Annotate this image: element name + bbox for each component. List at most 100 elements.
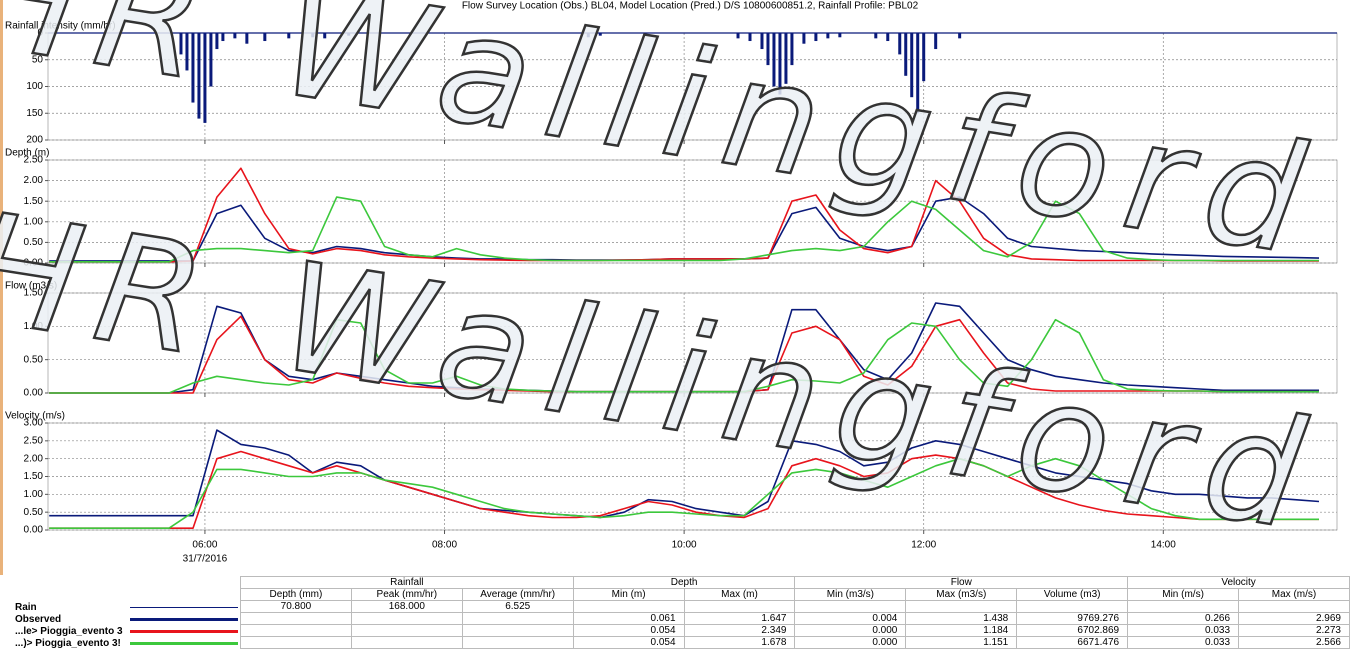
date-label: 31/7/2016 — [183, 554, 228, 565]
y-tick-label: 2.00 — [24, 175, 44, 186]
rain-bar — [934, 33, 938, 50]
rain-bar — [263, 33, 267, 42]
table-cell: 70.800 — [240, 600, 352, 613]
table-cell: 168.000 — [350, 600, 463, 613]
stats-table: Rainfall Depth Flow Velocity Depth (mm) Peak … — [240, 576, 1350, 649]
rain-bar — [245, 33, 249, 44]
series-line — [49, 450, 1319, 529]
legend-swatch — [130, 641, 238, 645]
legend-label: ...)> Pioggia_evento 3! — [15, 637, 121, 649]
legend-swatch — [130, 606, 238, 608]
rain-bar — [598, 33, 602, 36]
y-tick-label: 200 — [26, 135, 43, 146]
y-axis-label: Rainfall intensity (mm/hr) — [5, 21, 116, 32]
table-cell: 0.033 — [1127, 636, 1240, 649]
table-row: 0.061 1.647 0.004 1.438 9769.276 0.266 2.969 — [240, 612, 1350, 625]
table-header-row: Depth (mm) Peak (mm/hr) Average (mm/hr) Min… — [240, 588, 1350, 601]
x-tick-label: 08:00 — [432, 540, 457, 551]
legend-item: Rain — [15, 601, 240, 613]
table-cell: 1.678 — [683, 636, 796, 649]
rain-bar — [287, 33, 291, 39]
table-cell: 1.184 — [905, 624, 1018, 637]
y-tick-label: 0.00 — [24, 258, 44, 269]
table-cell — [683, 600, 796, 613]
table-cell: 6702.869 — [1016, 624, 1129, 637]
series-line — [49, 167, 1319, 263]
y-axis-label: Flow (m3/s) — [5, 281, 57, 292]
legend-item: ...le> Pioggia_evento 3 — [15, 625, 240, 637]
y-tick-label: 100 — [26, 81, 43, 92]
table-cell — [240, 624, 352, 637]
chart-title: Flow Survey Location (Obs.) BL04, Model … — [462, 1, 919, 12]
column-header: Max (m/s) — [1238, 588, 1350, 601]
legend-label: Rain — [15, 601, 37, 613]
series-line — [49, 457, 1319, 529]
table-cell: 2.969 — [1238, 612, 1350, 625]
y-tick-label: 1.00 — [24, 321, 44, 332]
column-header: Average (mm/hr) — [461, 588, 574, 601]
y-tick-label: 3.00 — [24, 418, 44, 429]
y-tick-label: 50 — [32, 54, 44, 65]
legend: Rain Observed ...le> Pioggia_evento 3 ...)>… — [15, 601, 240, 649]
rain-bar — [215, 33, 219, 50]
rain-bar — [736, 33, 740, 39]
table-group-row: Rainfall Depth Flow Velocity — [240, 576, 1350, 589]
column-header: Min (m) — [572, 588, 685, 601]
column-header: Volume (m3) — [1016, 588, 1129, 601]
table-row: 0.054 2.349 0.000 1.184 6702.869 0.033 2.273 — [240, 624, 1350, 637]
table-cell — [794, 600, 907, 613]
rain-bar — [790, 33, 794, 66]
rain-bar — [904, 33, 908, 76]
table-cell — [461, 624, 574, 637]
table-cell: 1.438 — [905, 612, 1018, 625]
y-axis-label: Velocity (m/s) — [5, 411, 65, 422]
series-line — [49, 318, 1319, 394]
rain-bar — [910, 33, 914, 98]
y-tick-label: 2.50 — [24, 155, 44, 166]
y-tick-label: 2.00 — [24, 453, 44, 464]
table-cell — [1238, 600, 1350, 613]
rain-bar — [311, 33, 315, 38]
y-tick-label: 0.00 — [24, 525, 44, 536]
y-tick-label: 1.00 — [24, 216, 44, 227]
group-header: Velocity — [1127, 576, 1350, 589]
column-header: Depth (mm) — [240, 588, 352, 601]
column-header: Max (m3/s) — [905, 588, 1018, 601]
rain-bar — [886, 33, 890, 42]
column-header: Min (m3/s) — [794, 588, 907, 601]
chart: Flow Survey Location (Obs.) BL04, Model … — [0, 0, 1338, 575]
table-cell: 0.266 — [1127, 612, 1240, 625]
series-line — [49, 429, 1320, 519]
table-cell: 0.000 — [794, 636, 907, 649]
series-line — [49, 196, 1319, 263]
rain-bar — [958, 33, 962, 39]
y-tick-label: 0.50 — [24, 354, 44, 365]
rain-bar — [814, 33, 818, 42]
x-tick-label: 06:00 — [192, 540, 217, 551]
group-header: Rainfall — [240, 576, 574, 589]
column-header: Min (m/s) — [1127, 588, 1240, 601]
rain-bar — [748, 33, 752, 42]
rain-bar — [347, 33, 351, 36]
table-cell — [461, 612, 574, 625]
column-header: Max (m) — [683, 588, 796, 601]
x-tick-label: 12:00 — [911, 540, 936, 551]
y-tick-label: 150 — [26, 108, 43, 119]
table-cell: 2.273 — [1238, 624, 1350, 637]
rain-bar — [760, 33, 764, 50]
plot-area — [47, 292, 1338, 394]
rain-bar — [922, 33, 926, 82]
column-header: Peak (mm/hr) — [350, 588, 463, 601]
table-cell: 0.033 — [1127, 624, 1240, 637]
table-cell: 0.061 — [572, 612, 685, 625]
table-row: 0.054 1.678 0.000 1.151 6671.476 0.033 2.566 — [240, 636, 1350, 649]
table-cell: 1.151 — [905, 636, 1018, 649]
table-cell: 0.054 — [572, 624, 685, 637]
y-tick-label: 0 — [37, 28, 43, 39]
rain-bar — [778, 33, 782, 95]
y-tick-label: 0.50 — [24, 237, 44, 248]
rain-bar — [209, 33, 213, 87]
rain-bar — [203, 33, 207, 123]
table-cell — [240, 636, 352, 649]
